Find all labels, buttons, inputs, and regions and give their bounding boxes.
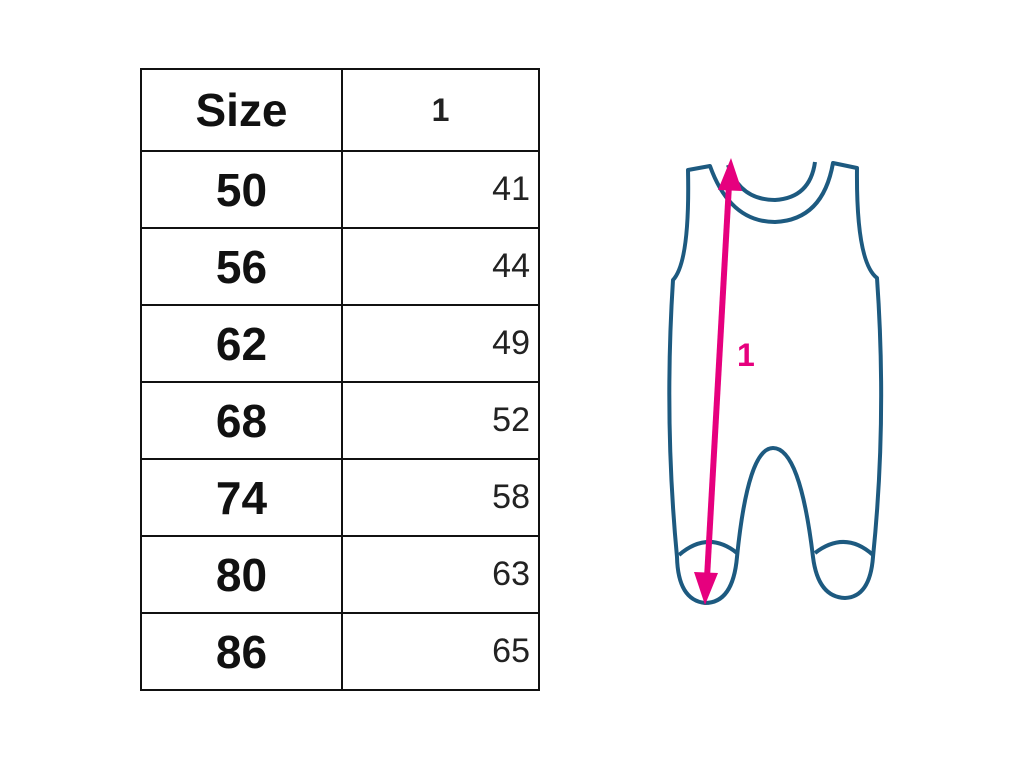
header-measurement-1: 1 xyxy=(341,68,540,152)
romper-neckline-inner xyxy=(726,161,817,202)
table-row: 62 49 xyxy=(140,304,540,383)
arrow-shaft xyxy=(704,184,732,579)
table-row: 86 65 xyxy=(140,612,540,691)
table-row: 68 52 xyxy=(140,381,540,460)
size-cell: 68 xyxy=(140,381,343,460)
table-row: 56 44 xyxy=(140,227,540,306)
arrow-head-top xyxy=(718,158,742,191)
value-cell: 58 xyxy=(341,458,540,537)
size-cell: 62 xyxy=(140,304,343,383)
measurement-arrow xyxy=(694,158,742,605)
size-table: Size 1 50 41 56 44 62 49 68 52 74 58 80 63 86 6… xyxy=(140,68,540,691)
size-cell: 50 xyxy=(140,150,343,229)
romper-outline xyxy=(667,161,884,605)
romper-body-outline xyxy=(667,161,884,605)
value-cell: 44 xyxy=(341,227,540,306)
table-row: 74 58 xyxy=(140,458,540,537)
table-row: 80 63 xyxy=(140,535,540,614)
measurement-label: 1 xyxy=(737,337,755,373)
header-size: Size xyxy=(140,68,343,152)
size-cell: 80 xyxy=(140,535,343,614)
size-cell: 56 xyxy=(140,227,343,306)
value-cell: 52 xyxy=(341,381,540,460)
value-cell: 63 xyxy=(341,535,540,614)
size-cell: 74 xyxy=(140,458,343,537)
table-header-row: Size 1 xyxy=(140,68,540,152)
romper-right-foot-line xyxy=(813,540,875,557)
size-cell: 86 xyxy=(140,612,343,691)
value-cell: 65 xyxy=(341,612,540,691)
value-cell: 41 xyxy=(341,150,540,229)
value-cell: 49 xyxy=(341,304,540,383)
table-row: 50 41 xyxy=(140,150,540,229)
arrow-head-bottom xyxy=(694,572,718,605)
